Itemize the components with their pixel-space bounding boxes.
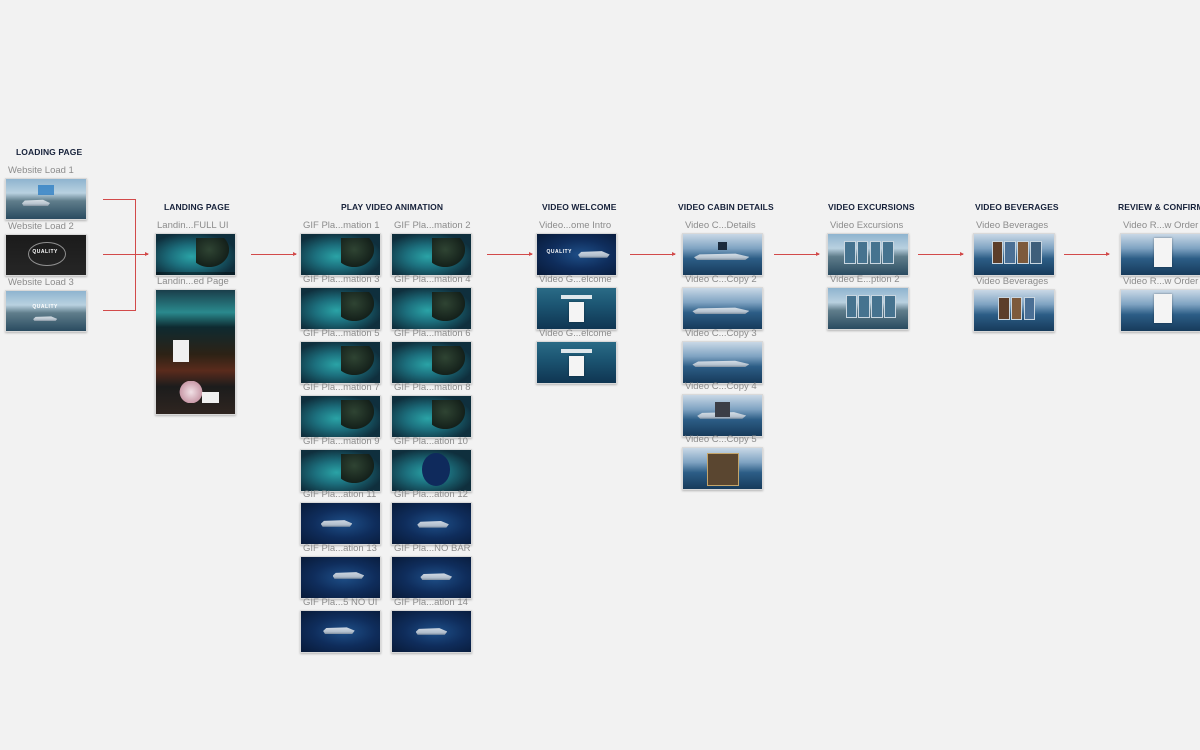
frame-video-cabin-copy-3[interactable]: [682, 341, 763, 384]
column-heading-play: PLAY VIDEO ANIMATION: [341, 202, 444, 212]
frame-video-excursions[interactable]: [827, 233, 909, 276]
frame-gif-animation-3[interactable]: [300, 287, 381, 330]
column-heading-beverages: VIDEO BEVERAGES: [975, 202, 1059, 212]
column-heading-cabin: VIDEO CABIN DETAILS: [678, 202, 774, 212]
frame-gif-animation-10[interactable]: [391, 449, 472, 492]
connector-arrow: [918, 252, 964, 256]
frame-gif-animation-no-bar[interactable]: [391, 556, 472, 599]
frame-label: Website Load 3: [8, 277, 74, 288]
frame-video-welcome-intro[interactable]: QUALITY: [536, 233, 617, 276]
frame-website-load-2[interactable]: QUALITY: [5, 234, 87, 276]
frame-video-cabin-copy-5[interactable]: [682, 447, 763, 490]
frame-label: Landin...ed Page: [157, 276, 229, 287]
frame-label: Video R...w Order: [1123, 276, 1199, 287]
frame-label: Video Beverages: [976, 276, 1049, 287]
frame-gif-animation-8[interactable]: [391, 395, 472, 438]
frame-website-load-3[interactable]: QUALITY: [5, 290, 87, 332]
logo-text: QUALITY: [546, 248, 572, 255]
frame-video-g-welcome-1[interactable]: [536, 287, 617, 330]
frame-gif-animation-6[interactable]: [391, 341, 472, 384]
frame-video-g-welcome-2[interactable]: [536, 341, 617, 384]
frame-label: Video E...ption 2: [830, 274, 900, 285]
column-heading-welcome: VIDEO WELCOME: [542, 202, 617, 212]
frame-label: Video R...w Order: [1123, 220, 1199, 231]
frame-landing-full-ui[interactable]: [155, 233, 236, 276]
frame-gif-animation-11[interactable]: [300, 502, 381, 545]
frame-gif-animation-7[interactable]: [300, 395, 381, 438]
frame-label: GIF Pla...mation 3: [303, 274, 380, 285]
connector-arrow: [774, 252, 820, 256]
logo-text: QUALITY: [32, 303, 58, 310]
frame-label: Landin...FULL UI: [157, 220, 229, 231]
connector-arrow: [251, 252, 297, 256]
frame-label: GIF Pla...ation 11: [303, 489, 377, 500]
frame-label: GIF Pla...mation 6: [394, 328, 471, 339]
frame-gif-animation-9[interactable]: [300, 449, 381, 492]
frame-label: GIF Pla...ation 14: [394, 597, 468, 608]
frame-label: Website Load 1: [8, 165, 74, 176]
frame-video-beverages-2[interactable]: [973, 289, 1055, 332]
connector-arrow: [1064, 252, 1110, 256]
frame-gif-animation-1[interactable]: [300, 233, 381, 276]
logo-text: QUALITY: [32, 249, 58, 256]
frame-label: Video G...elcome: [539, 328, 612, 339]
connector-arrow: [103, 252, 149, 256]
frame-video-review-order-1[interactable]: [1120, 233, 1200, 276]
column-heading-excursions: VIDEO EXCURSIONS: [828, 202, 915, 212]
connector-line: [103, 310, 136, 311]
frame-label: GIF Pla...5 NO UI: [303, 597, 378, 608]
frame-gif-animation-14[interactable]: [391, 610, 472, 653]
connector-arrow: [487, 252, 533, 256]
column-heading-review: REVIEW & CONFIRM: [1118, 202, 1200, 212]
frame-video-excursions-option-2[interactable]: [827, 287, 909, 330]
frame-label: GIF Pla...NO BAR: [394, 543, 471, 554]
frame-label: Video C...Copy 4: [685, 381, 757, 392]
frame-gif-animation-13[interactable]: [300, 556, 381, 599]
frame-label: GIF Pla...mation 1: [303, 220, 380, 231]
frame-label: GIF Pla...mation 4: [394, 274, 471, 285]
frame-label: Video C...Copy 2: [685, 274, 757, 285]
column-heading-landing: LANDING PAGE: [164, 202, 230, 212]
connector-line: [103, 199, 136, 200]
frame-video-cabin-details[interactable]: [682, 233, 763, 276]
frame-label: GIF Pla...mation 9: [303, 436, 380, 447]
frame-gif-animation-15-no-ui[interactable]: [300, 610, 381, 653]
frame-label: GIF Pla...mation 8: [394, 382, 471, 393]
frame-label: GIF Pla...ation 12: [394, 489, 468, 500]
frame-gif-animation-12[interactable]: [391, 502, 472, 545]
frame-label: Video...ome Intro: [539, 220, 612, 231]
frame-label: GIF Pla...mation 5: [303, 328, 380, 339]
frame-label: Video C...Copy 3: [685, 328, 757, 339]
frame-label: Video C...Copy 5: [685, 434, 757, 445]
frame-label: GIF Pla...mation 2: [394, 220, 471, 231]
connector-line: [135, 199, 136, 311]
frame-label: Video Excursions: [830, 220, 904, 231]
frame-label: Website Load 2: [8, 221, 74, 232]
frame-label: GIF Pla...mation 7: [303, 382, 380, 393]
frame-gif-animation-2[interactable]: [391, 233, 472, 276]
frame-video-beverages-1[interactable]: [973, 233, 1055, 276]
frame-label: GIF Pla...ation 13: [303, 543, 377, 554]
frame-label: Video C...Details: [685, 220, 756, 231]
frame-label: Video Beverages: [976, 220, 1049, 231]
frame-gif-animation-4[interactable]: [391, 287, 472, 330]
frame-label: GIF Pla...ation 10: [394, 436, 468, 447]
frame-video-cabin-copy-4[interactable]: [682, 394, 763, 437]
frame-landing-extended-page[interactable]: [155, 289, 236, 415]
frame-gif-animation-5[interactable]: [300, 341, 381, 384]
frame-website-load-1[interactable]: [5, 178, 87, 220]
connector-arrow: [630, 252, 676, 256]
frame-video-cabin-copy-2[interactable]: [682, 287, 763, 330]
frame-label: Video G...elcome: [539, 274, 612, 285]
column-heading-loading: LOADING PAGE: [16, 147, 83, 157]
frame-video-review-order-2[interactable]: [1120, 289, 1200, 332]
